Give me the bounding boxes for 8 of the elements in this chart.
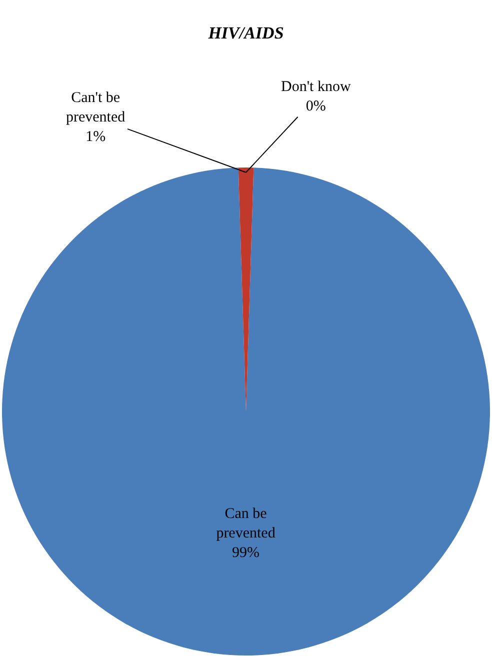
slice-label: Can't be prevented [66, 90, 126, 126]
data-label: 99% [232, 545, 260, 561]
category-label: Don't know [281, 79, 351, 95]
pie-slice [2, 168, 490, 656]
slice-label: Can be prevented [216, 506, 276, 542]
data-label: 1% [86, 129, 106, 145]
chart-title: HIV/AIDS [207, 23, 284, 42]
text: 0% [306, 98, 326, 114]
